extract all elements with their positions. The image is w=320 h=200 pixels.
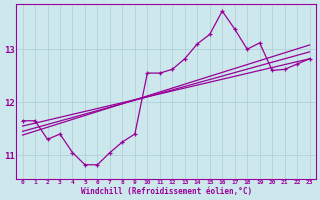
X-axis label: Windchill (Refroidissement éolien,°C): Windchill (Refroidissement éolien,°C)	[81, 187, 252, 196]
